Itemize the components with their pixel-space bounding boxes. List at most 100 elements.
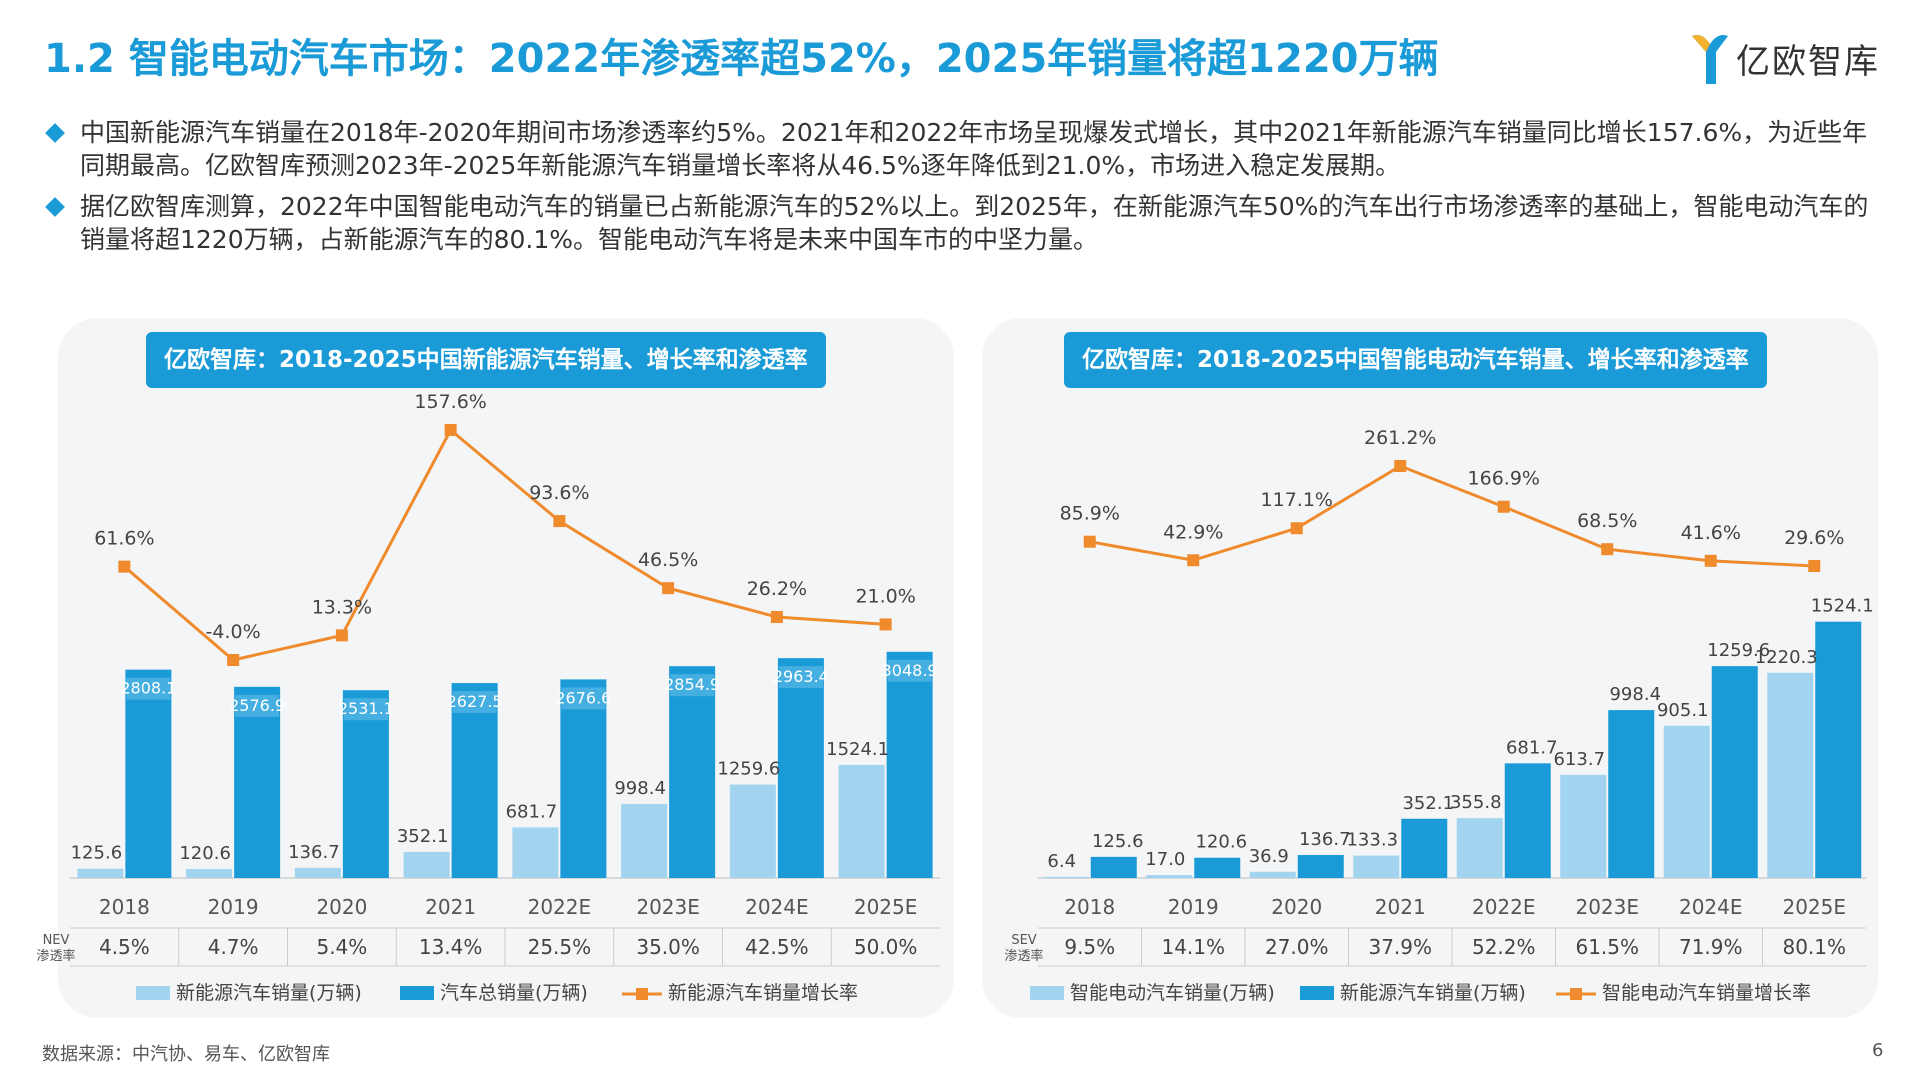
data-label-dark: 136.7: [1299, 829, 1351, 850]
x-tick-label: 2019: [208, 895, 259, 919]
x-tick-label: 2024E: [745, 895, 809, 919]
legend-label: 汽车总销量(万辆): [440, 982, 588, 1004]
data-label-bg: [235, 694, 280, 717]
growth-label: 157.6%: [414, 391, 486, 413]
legend-label: 新能源汽车销量增长率: [668, 982, 858, 1004]
bullet-item: 据亿欧智库测算，2022年中国智能电动汽车的销量已占新能源汽车的52%以上。到2…: [45, 190, 1886, 256]
growth-label: 93.6%: [529, 482, 589, 504]
bar-dark: [1608, 710, 1655, 878]
data-label-dark: 998.4: [1609, 684, 1661, 705]
bar-dark: [451, 683, 498, 878]
chart-title-sev: 亿欧智库：2018-2025中国智能电动汽车销量、增长率和渗透率: [1064, 332, 1767, 388]
bar-light: [77, 868, 124, 878]
legend-label: 新能源汽车销量(万辆): [176, 982, 362, 1004]
growth-label: 68.5%: [1577, 510, 1637, 532]
growth-label: 29.6%: [1784, 527, 1844, 549]
data-label-dark: 120.6: [1195, 832, 1247, 853]
x-tick-label: 2021: [1375, 895, 1426, 919]
data-label-light: 17.0: [1145, 849, 1185, 870]
legend-marker: [636, 988, 648, 1000]
bullet-text: 据亿欧智库测算，2022年中国智能电动汽车的销量已占新能源汽车的52%以上。到2…: [80, 192, 1869, 254]
growth-marker: [1290, 522, 1303, 535]
bar-dark: [886, 651, 933, 878]
growth-line: [123, 427, 886, 662]
x-tick-label: 2025E: [1782, 895, 1846, 919]
growth-marker: [335, 629, 348, 642]
table-row-label: 渗透率: [36, 948, 75, 964]
bar-light: [621, 803, 668, 878]
growth-marker: [1808, 560, 1821, 572]
table-cell: 27.0%: [1265, 935, 1329, 959]
growth-marker: [227, 654, 240, 666]
bar-light: [186, 869, 233, 878]
chart-title-nev: 亿欧智库：2018-2025中国新能源汽车销量、增长率和渗透率: [146, 332, 826, 388]
x-tick-label: 2020: [1271, 895, 1322, 919]
data-label-light: 1259.6: [717, 759, 780, 780]
table-cell: 52.2%: [1472, 935, 1536, 959]
growth-marker: [444, 424, 457, 436]
data-label-dark: 2627.5: [447, 692, 503, 711]
bar-light: [1456, 818, 1503, 878]
growth-label: -4.0%: [206, 621, 261, 643]
x-tick-label: 2022E: [528, 895, 592, 919]
growth-marker: [118, 560, 131, 573]
x-tick-label: 2025E: [854, 895, 918, 919]
growth-marker: [1394, 460, 1407, 472]
bar-dark: [1194, 857, 1241, 878]
table-cell: 14.1%: [1161, 935, 1225, 959]
x-tick-label: 2023E: [636, 895, 700, 919]
growth-label: 261.2%: [1364, 427, 1436, 449]
bar-light: [294, 867, 341, 878]
table-cell: 50.0%: [854, 935, 918, 959]
growth-marker: [1601, 543, 1614, 556]
page-title: 1.2 智能电动汽车市场：2022年渗透率超52%，2025年销量将超1220万…: [44, 36, 1439, 82]
data-source: 数据来源：中汽协、易车、亿欧智库: [42, 1044, 330, 1065]
data-label-light: 136.7: [288, 842, 340, 863]
growth-marker: [662, 582, 675, 595]
table-cell: 13.4%: [419, 935, 483, 959]
legend-swatch: [1030, 986, 1064, 1000]
table-cell: 5.4%: [316, 935, 367, 959]
growth-label: 13.3%: [312, 596, 372, 618]
growth-label: 21.0%: [855, 585, 915, 607]
bar-light: [1560, 774, 1607, 878]
growth-label: 46.5%: [638, 549, 698, 571]
data-label-dark: 1524.1: [1811, 596, 1874, 617]
data-label-light: 355.8: [1450, 792, 1502, 813]
growth-marker: [1704, 554, 1717, 567]
data-label-dark: 681.7: [1506, 737, 1558, 758]
legend-marker: [1570, 988, 1582, 1000]
data-label-light: 125.6: [71, 843, 123, 864]
bar-dark: [560, 679, 607, 878]
bar-dark: [234, 686, 281, 878]
data-label-bg: [561, 687, 606, 710]
growth-label: 85.9%: [1060, 503, 1120, 525]
data-label-bg: [343, 698, 388, 721]
legend-label: 智能电动汽车销量(万辆): [1070, 982, 1275, 1004]
data-label-light: 1220.3: [1755, 647, 1818, 668]
bar-light: [1767, 672, 1814, 878]
growth-label: 166.9%: [1468, 468, 1540, 490]
growth-marker: [770, 611, 783, 624]
data-label-light: 613.7: [1553, 749, 1605, 770]
table-cell: 4.5%: [99, 935, 150, 959]
bullet-text: 中国新能源汽车销量在2018年-2020年期间市场渗透率约5%。2021年和20…: [80, 118, 1868, 180]
table-cell: 25.5%: [528, 935, 592, 959]
table-cell: 71.9%: [1679, 935, 1743, 959]
growth-marker: [1083, 535, 1096, 548]
data-label-light: 133.3: [1346, 830, 1398, 851]
logo-icon: [1692, 35, 1728, 84]
bullet-item: 中国新能源汽车销量在2018年-2020年期间市场渗透率约5%。2021年和20…: [45, 116, 1886, 182]
legend-label: 智能电动汽车销量增长率: [1602, 982, 1811, 1004]
brand-logo: 亿欧智库: [1690, 28, 1880, 88]
table-cell: 4.7%: [208, 935, 259, 959]
data-label-dark: 2808.1: [120, 679, 176, 698]
bar-dark: [1711, 666, 1758, 878]
bar-dark: [1815, 621, 1862, 878]
data-label-light: 998.4: [614, 778, 666, 799]
growth-label: 61.6%: [94, 528, 154, 550]
data-label-dark: 2676.6: [555, 688, 611, 707]
data-label-bg: [670, 674, 715, 697]
data-label-bg: [126, 677, 171, 700]
